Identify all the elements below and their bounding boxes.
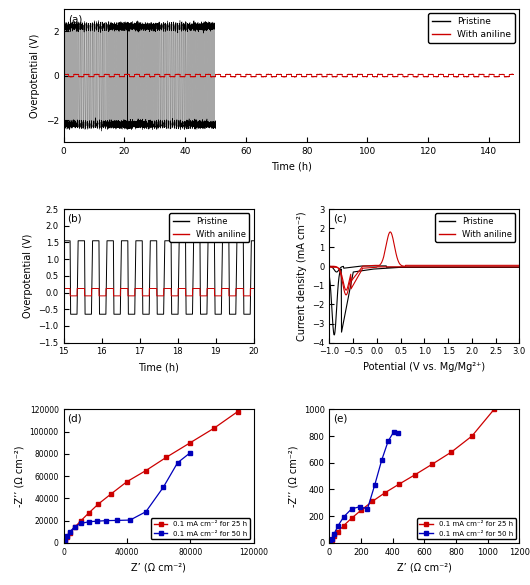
Legend: Pristine, With aniline: Pristine, With aniline [428,13,515,43]
Legend: Pristine, With aniline: Pristine, With aniline [435,213,515,242]
Text: (d): (d) [67,414,82,424]
X-axis label: Time (h): Time (h) [271,161,312,172]
Y-axis label: Overpotential (V): Overpotential (V) [23,233,33,318]
X-axis label: Z’ (Ω cm⁻²): Z’ (Ω cm⁻²) [397,562,452,572]
Legend: 0.1 mA cm⁻² for 25 h, 0.1 mA cm⁻² for 50 h: 0.1 mA cm⁻² for 25 h, 0.1 mA cm⁻² for 50… [151,518,250,539]
Text: (b): (b) [67,213,82,223]
X-axis label: Time (h): Time (h) [138,362,179,372]
Legend: Pristine, With aniline: Pristine, With aniline [170,213,249,242]
X-axis label: Z’ (Ω cm⁻²): Z’ (Ω cm⁻²) [131,562,186,572]
X-axis label: Potential (V vs. Mg/Mg²⁺): Potential (V vs. Mg/Mg²⁺) [364,362,485,372]
Y-axis label: -Z’’ (Ω cm⁻²): -Z’’ (Ω cm⁻²) [288,445,298,507]
Y-axis label: Current density (mA cm⁻²): Current density (mA cm⁻²) [297,211,307,340]
Text: (a): (a) [68,14,83,24]
Y-axis label: -Z’’ (Ω cm⁻²): -Z’’ (Ω cm⁻²) [14,445,24,507]
Y-axis label: Overpotential (V): Overpotential (V) [30,33,40,118]
Text: (e): (e) [333,414,348,424]
Legend: 0.1 mA cm⁻² for 25 h, 0.1 mA cm⁻² for 50 h: 0.1 mA cm⁻² for 25 h, 0.1 mA cm⁻² for 50… [417,518,516,539]
Text: (c): (c) [333,213,347,223]
